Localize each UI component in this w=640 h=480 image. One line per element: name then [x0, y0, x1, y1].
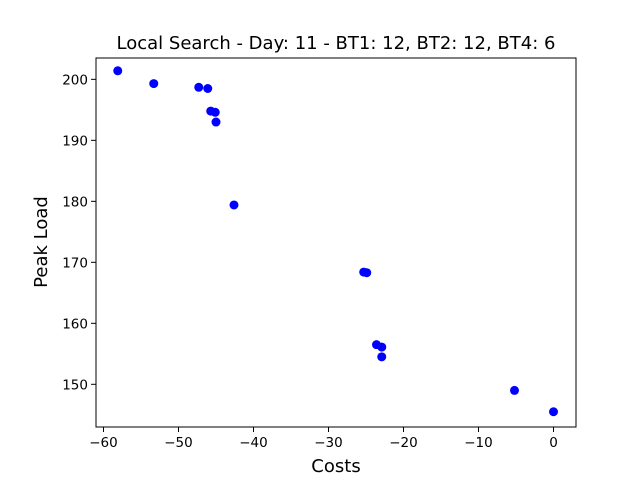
- y-axis-label: Peak Load: [31, 196, 52, 288]
- data-point: [203, 83, 213, 93]
- data-point: [377, 342, 387, 352]
- data-point: [377, 352, 387, 362]
- data-point: [362, 268, 372, 278]
- data-point: [510, 385, 519, 395]
- x-tick-label: −20: [389, 435, 418, 451]
- y-tick-label: 170: [62, 255, 88, 271]
- x-tick-label: −50: [164, 435, 193, 451]
- x-tick-label: 0: [549, 435, 558, 451]
- x-axis-label: Costs: [311, 456, 360, 477]
- x-tick-label: −10: [464, 435, 493, 451]
- x-axis: −60 −50 −40 −30 −20 −10 0: [89, 427, 558, 451]
- plot-frame: [95, 57, 577, 428]
- data-point: [149, 79, 159, 89]
- data-point: [549, 407, 558, 417]
- data-point: [194, 82, 204, 92]
- chart-title: Local Search - Day: 11 - BT1: 12, BT2: 1…: [117, 33, 556, 54]
- y-tick-label: 160: [62, 316, 88, 332]
- y-tick-label: 180: [62, 194, 88, 210]
- x-tick-label: −60: [89, 435, 118, 451]
- data-point: [211, 117, 221, 127]
- data-point: [210, 107, 220, 117]
- y-tick-label: 190: [62, 133, 88, 149]
- y-axis: 150 160 170 180 190 200: [62, 72, 96, 393]
- x-tick-label: −40: [239, 435, 268, 451]
- y-tick-label: 150: [62, 377, 88, 393]
- x-tick-label: −30: [314, 435, 343, 451]
- y-tick-label: 200: [62, 72, 88, 88]
- data-point: [113, 66, 123, 76]
- data-point: [229, 200, 239, 210]
- data-points: [113, 66, 558, 417]
